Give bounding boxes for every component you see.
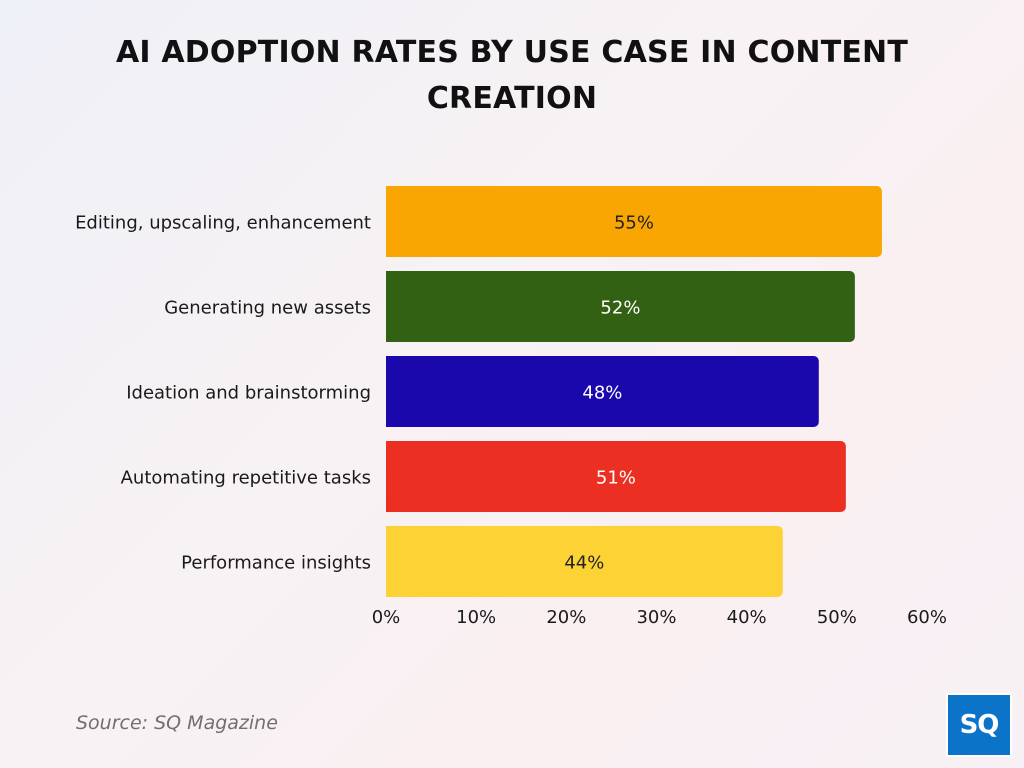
bar-automating-repetitive-tasks <box>386 441 846 512</box>
x-tick-label: 0% <box>372 607 401 628</box>
x-tick-label: 30% <box>636 607 676 628</box>
category-label-generating-new-assets: Generating new assets <box>164 298 371 319</box>
value-label-ideation-and-brainstorming: 48% <box>582 383 622 404</box>
value-label-performance-insights: 44% <box>564 553 604 574</box>
bar-ideation-and-brainstorming <box>386 356 819 427</box>
bar-base-performance-insights <box>386 526 394 597</box>
x-tick-label: 40% <box>727 607 767 628</box>
category-label-performance-insights: Performance insights <box>181 553 371 574</box>
x-tick-label: 10% <box>456 607 496 628</box>
sq-logo: SQ <box>946 693 1012 757</box>
x-tick-label: 50% <box>817 607 857 628</box>
value-label-automating-repetitive-tasks: 51% <box>596 468 636 489</box>
value-label-generating-new-assets: 52% <box>600 298 640 319</box>
bar-base-ideation-and-brainstorming <box>386 356 394 427</box>
x-tick-label: 60% <box>907 607 947 628</box>
bar-performance-insights <box>386 526 783 597</box>
category-label-ideation-and-brainstorming: Ideation and brainstorming <box>126 383 371 404</box>
bar-base-generating-new-assets <box>386 271 394 342</box>
value-label-editing-upscaling-enhancement: 55% <box>614 213 654 234</box>
bar-editing-upscaling-enhancement <box>386 186 882 257</box>
x-tick-label: 20% <box>546 607 586 628</box>
category-label-automating-repetitive-tasks: Automating repetitive tasks <box>121 468 371 489</box>
source-note: Source: SQ Magazine <box>76 712 278 734</box>
bar-base-editing-upscaling-enhancement <box>386 186 394 257</box>
bar-generating-new-assets <box>386 271 855 342</box>
bar-base-automating-repetitive-tasks <box>386 441 394 512</box>
chart-title: AI ADOPTION RATES BY USE CASE IN CONTENT… <box>115 35 909 116</box>
category-label-editing-upscaling-enhancement: Editing, upscaling, enhancement <box>75 213 371 234</box>
